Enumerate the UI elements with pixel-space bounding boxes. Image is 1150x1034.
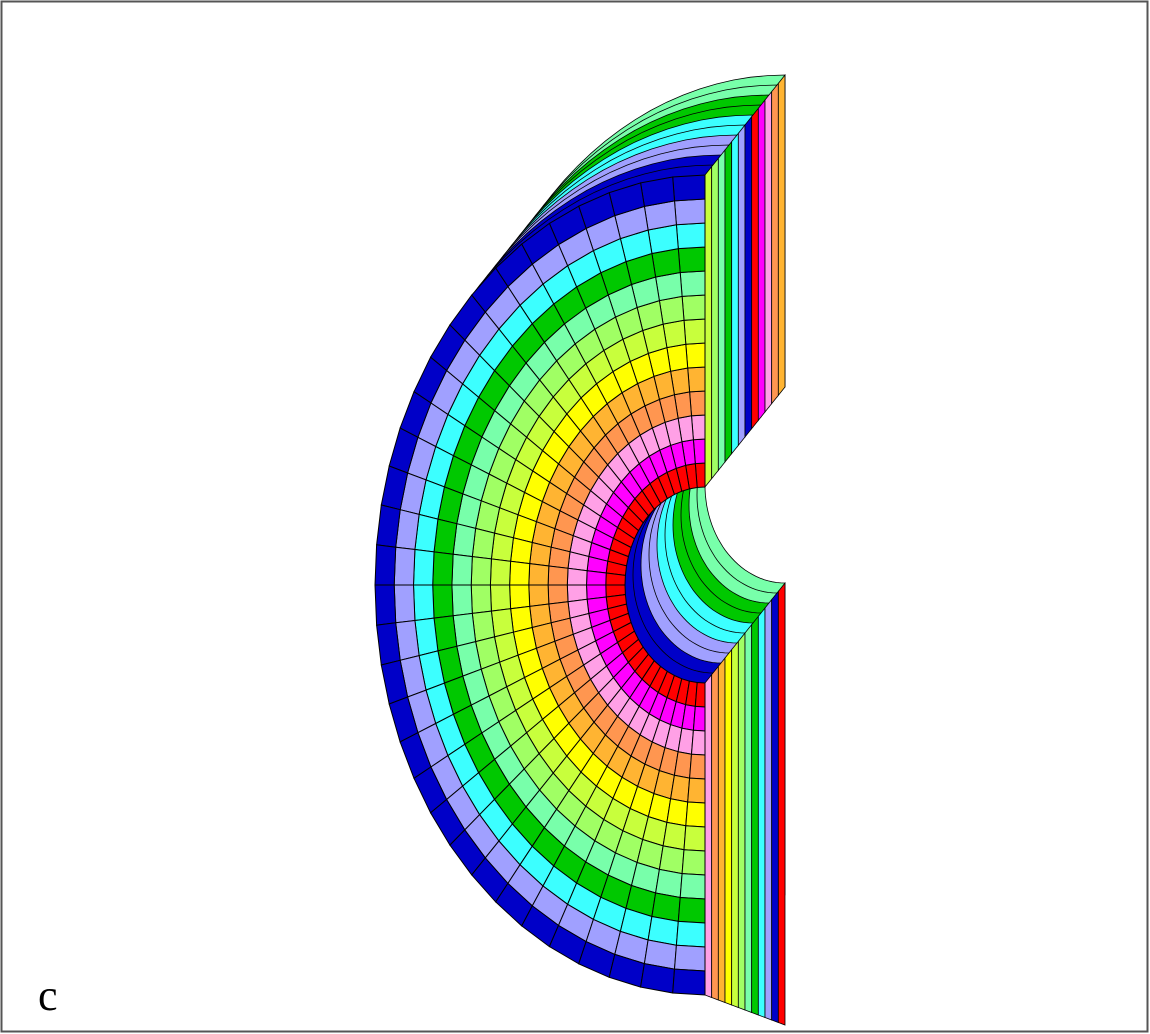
mesh-cell [452,554,472,585]
mesh-cell [688,367,705,392]
mesh-cell [471,557,491,585]
mesh-cell [692,730,706,755]
mesh-cell [433,585,453,618]
cut-stripe [772,83,779,403]
figure: c [0,0,1150,1034]
mesh-cell [676,921,705,947]
cut-stripe [718,150,725,470]
mesh-cell [678,247,705,273]
mesh-cell [567,568,587,585]
mesh-cell [673,969,705,995]
mesh-cell [472,611,494,642]
mesh-cell [452,585,472,616]
mesh-cell [680,271,705,296]
cut-stripe [738,125,745,445]
mesh-cell [682,850,705,875]
mesh-cell [684,319,705,344]
mesh-cell [375,585,396,625]
mesh-cell [663,822,686,849]
cut-stripe [752,108,759,428]
mesh-cell [686,802,705,827]
cut-stripe [732,641,739,1007]
cut-stripe [778,75,785,395]
mesh-cell [680,874,705,899]
mesh-cell [587,571,607,585]
mesh-cell [490,559,510,585]
mesh-cell [491,533,513,561]
mesh-cell [377,623,401,665]
cut-stripe [765,92,772,412]
mesh-cell [529,564,549,585]
panel-label: c [38,971,58,1020]
mesh-cell [375,545,396,585]
mesh-cell [690,391,705,416]
cut-stripe [772,591,779,1022]
mesh-cell [686,343,705,368]
mesh-cell [548,566,568,585]
mesh-cell [433,552,453,585]
mesh-cell [377,505,401,547]
cut-stripe [738,633,745,1010]
cut-stripe [718,658,725,1003]
cut-stripe [705,675,712,998]
mesh-cell [659,846,684,874]
mesh-cell [510,585,530,609]
mesh-cell [682,295,705,320]
cut-stripe [778,583,785,1025]
mesh-cell [671,775,690,802]
cut-stripe [745,625,752,1013]
mesh-cell [490,585,510,611]
cut-stripe [725,142,732,462]
mesh-cell [693,706,705,731]
mesh-cell [471,585,491,613]
mesh-cell [688,778,705,803]
cut-stripe [765,600,772,1020]
cut-stripe [732,133,739,453]
page: c (() => { const data = JSON.parse(docum… [0,0,1150,1034]
mesh-cell [684,826,705,851]
mesh-cell [606,573,626,585]
mesh-cell [675,199,706,225]
cut-stripe [712,158,719,478]
mesh-cell [394,547,415,585]
mesh-cell [673,175,705,201]
mesh-cell [530,543,551,567]
mesh-cell [394,585,415,623]
mesh-cell [472,528,494,559]
mesh-cell [548,585,568,604]
mesh-cell [529,585,549,606]
mesh-cell [676,223,705,249]
mesh-cell [414,550,435,586]
mesh-cell [511,538,533,564]
cut-stripe [705,167,712,487]
cut-stripe [725,650,732,1005]
mesh-cell [678,898,705,924]
cut-stripe [752,616,759,1015]
mesh-cell [675,945,706,971]
mesh-cell [690,754,705,779]
cut-stripe [712,666,719,1000]
mesh-cell [510,561,530,585]
cut-stripe [758,100,765,420]
cut-stripe [745,117,752,437]
mesh-cell [414,585,435,621]
mesh-cell [695,683,705,708]
mesh-cell [659,296,684,324]
mesh-cell [667,799,688,826]
cut-stripe [758,608,765,1018]
